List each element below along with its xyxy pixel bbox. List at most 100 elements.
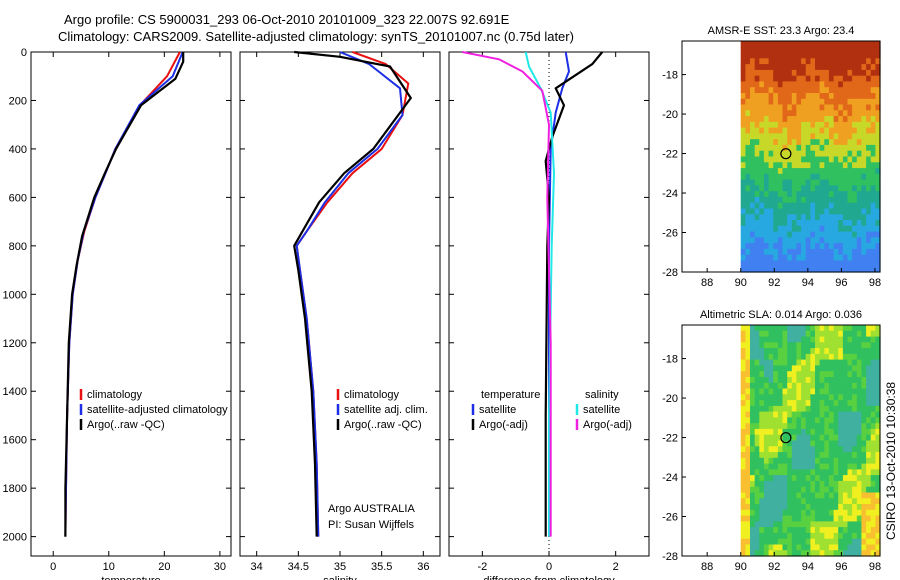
map-cell — [796, 440, 802, 447]
map-cell — [847, 342, 853, 349]
map-cell — [740, 325, 746, 332]
map-cell — [750, 504, 756, 511]
map-cell — [801, 521, 807, 528]
map-cell — [838, 75, 844, 83]
map-cell — [856, 498, 862, 505]
map-cell — [791, 69, 797, 77]
map-cell — [833, 515, 839, 522]
map-cell — [824, 463, 830, 470]
map-cell — [828, 509, 835, 517]
map-cell — [740, 168, 746, 175]
map-cell — [810, 208, 816, 215]
map-cell — [828, 110, 835, 117]
map-cell — [768, 388, 774, 395]
argo-position-marker — [780, 432, 792, 444]
map-cell — [782, 353, 788, 361]
map-cell — [833, 266, 839, 273]
map-cell — [754, 110, 760, 117]
map-cell — [773, 498, 779, 505]
map-cell — [861, 208, 867, 215]
map-cell — [805, 417, 811, 424]
map-cell — [870, 532, 876, 540]
map-cell — [861, 417, 867, 424]
map-cell — [815, 504, 821, 511]
map-cell — [824, 527, 830, 534]
map-cell — [777, 452, 784, 459]
map-cell — [782, 116, 788, 123]
map-cell — [796, 81, 802, 88]
map-cell — [866, 550, 872, 557]
map-cell — [791, 348, 797, 355]
map-cell — [777, 144, 784, 152]
map-cell — [861, 382, 867, 390]
map-cell — [787, 162, 793, 169]
map-cell — [754, 498, 760, 505]
map-cell — [824, 98, 830, 106]
map-cell — [870, 515, 876, 522]
map-cell — [856, 405, 862, 413]
map-cell — [866, 202, 872, 210]
map-cell — [801, 463, 807, 470]
map-cell — [875, 527, 881, 534]
map-cell — [815, 93, 821, 100]
map-cell — [754, 46, 760, 54]
map-cell — [773, 405, 779, 413]
map-cell — [819, 237, 825, 244]
map-cell — [824, 544, 830, 551]
map-cell — [768, 156, 774, 163]
map-cell — [842, 377, 849, 384]
map-cell — [768, 185, 774, 192]
map-cell — [847, 475, 853, 482]
map-cell — [847, 463, 853, 470]
map-cell — [828, 52, 835, 59]
map-cell — [819, 330, 825, 338]
map-cell — [740, 248, 746, 256]
map-cell — [787, 498, 793, 505]
map-cell — [791, 365, 797, 372]
map-cell — [777, 492, 784, 499]
map-cell — [782, 411, 788, 418]
map-cell — [805, 41, 811, 48]
map-cell — [875, 394, 881, 401]
map-cell — [824, 365, 830, 372]
map-cell — [777, 353, 784, 361]
map-cell — [773, 243, 779, 250]
map-cell — [782, 121, 788, 129]
map-cell — [815, 248, 821, 256]
x-tick-label: 0 — [50, 561, 56, 573]
map-cell — [870, 480, 876, 488]
map-cell — [759, 411, 765, 418]
map-cell — [740, 515, 746, 522]
map-cell — [787, 58, 793, 65]
map-cell — [777, 544, 784, 551]
map-cell — [750, 359, 756, 366]
map-cell — [847, 116, 853, 123]
map-cell — [740, 538, 746, 546]
map-cell — [833, 492, 839, 499]
map-cell — [745, 498, 751, 505]
map-cell — [833, 365, 839, 372]
map-cell — [819, 359, 825, 366]
map-cell — [856, 411, 862, 418]
map-cell — [833, 353, 839, 361]
map-cell — [745, 446, 751, 453]
map-cell — [750, 544, 756, 551]
map-cell — [842, 411, 849, 418]
map-cell — [801, 156, 807, 163]
map-cell — [824, 475, 830, 482]
map-cell — [819, 133, 825, 140]
map-cell — [740, 382, 746, 390]
map-cell — [773, 266, 779, 273]
map-cell — [838, 428, 844, 436]
map-cell — [768, 144, 774, 152]
x-axis-label: salinity — [323, 575, 357, 580]
map-cell — [805, 116, 811, 123]
map-cell — [759, 359, 765, 366]
map-cell — [856, 475, 862, 482]
map-cell — [801, 248, 807, 256]
map-cell — [875, 457, 881, 465]
map-cell — [740, 457, 746, 465]
map-cell — [740, 46, 746, 54]
map-cell — [773, 69, 779, 77]
y-tick-label: 0 — [21, 47, 27, 59]
